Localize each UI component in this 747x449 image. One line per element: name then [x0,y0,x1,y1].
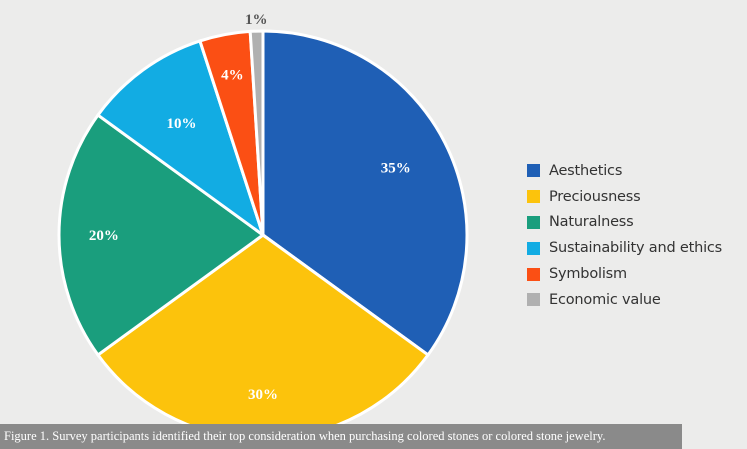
legend-label: Symbolism [549,266,627,283]
legend-swatch [527,190,540,204]
pie-slice-aesthetics [261,29,469,358]
legend-item: Sustainability and ethics [527,235,722,261]
pie-slice-naturalness [57,112,266,358]
legend-label: Naturalness [549,214,634,231]
data-label: 20% [89,228,119,244]
legend-swatch [527,267,540,281]
legend-label: Economic value [549,291,661,308]
data-label: 30% [248,387,278,403]
legend-item: Preciousness [527,184,722,210]
data-label: 35% [381,160,411,176]
legend-item: Naturalness [527,210,722,236]
pie-slice-economic-value [248,29,265,236]
pie-slice-sustainability-and-ethics [95,39,266,239]
legend-swatch [527,241,540,255]
data-label: 10% [166,116,196,132]
legend-label: Preciousness [549,188,641,205]
legend-swatch [527,164,540,178]
legend-swatch [527,293,540,307]
data-label: 4% [221,68,244,84]
legend-swatch [527,215,540,229]
figure-caption: Figure 1. Survey participants identified… [0,424,682,449]
legend-item: Aesthetics [527,158,722,184]
legend: Aesthetics Preciousness Naturalness Sust… [527,158,722,313]
data-label: 1% [245,12,268,28]
legend-item: Symbolism [527,261,722,287]
legend-label: Aesthetics [549,162,623,179]
legend-item: Economic value [527,287,722,313]
legend-label: Sustainability and ethics [549,240,723,257]
